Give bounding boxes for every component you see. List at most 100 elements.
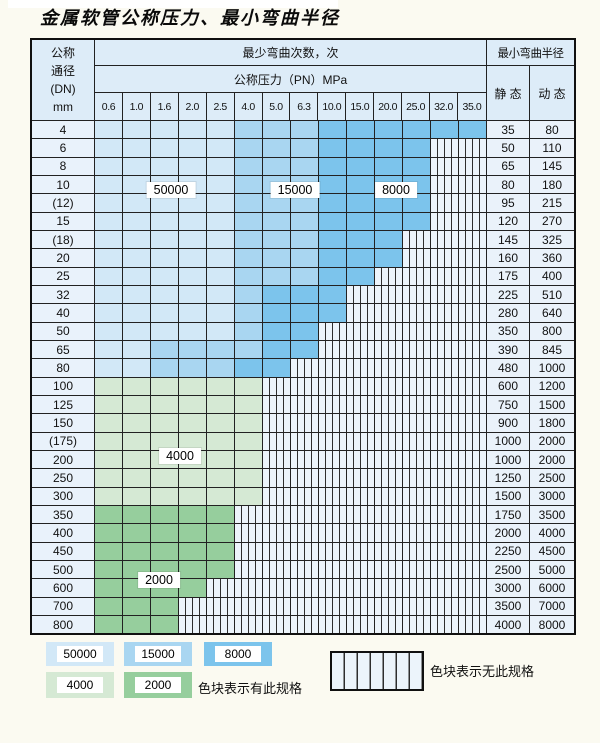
static-radius-value: 390 [487, 340, 530, 359]
table-row: 20 160 360 [32, 248, 574, 267]
pressure-col-header: 32.0 [430, 93, 458, 120]
spec-cell [291, 121, 319, 139]
spec-cell [179, 615, 207, 634]
spec-cell [263, 597, 291, 615]
spec-cell [403, 432, 431, 450]
table-row: 80 480 1000 [32, 358, 574, 377]
table-row: 700 3500 7000 [32, 596, 574, 615]
pressure-col-header: 5.0 [263, 93, 291, 120]
spec-cell [235, 121, 263, 139]
dynamic-radius-value: 180 [530, 175, 574, 194]
static-radius-value: 65 [487, 157, 530, 175]
dynamic-radius-value: 2000 [530, 432, 574, 450]
dynamic-radius-value: 1000 [530, 359, 574, 377]
legend-value: 15000 [135, 646, 181, 662]
dn-label: 50 [32, 322, 95, 340]
spec-cell [123, 377, 151, 395]
spec-cell [263, 524, 291, 542]
spec-cell [123, 450, 151, 469]
spec-cell [459, 542, 487, 560]
table-row: 250 1250 2500 [32, 468, 574, 487]
legend-no-spec-label: 色块表示无此规格 [430, 664, 535, 679]
spec-cell [319, 212, 347, 230]
spec-cell [95, 121, 123, 139]
spec-cell [431, 230, 459, 249]
spec-cell [375, 267, 403, 285]
spec-cell [459, 414, 487, 432]
band-value-label: 2000 [138, 572, 180, 588]
spec-cell [123, 157, 151, 175]
spec-cell [235, 524, 263, 542]
spec-cell [95, 267, 123, 285]
pressure-col-header: 1.6 [151, 93, 179, 120]
spec-cell [403, 304, 431, 322]
legend-stripe-box [330, 651, 424, 691]
spec-cell [319, 524, 347, 542]
spec-cell [263, 285, 291, 304]
dn-label: 800 [32, 615, 95, 634]
table-row: 300 1500 3000 [32, 486, 574, 505]
spec-cell [459, 560, 487, 579]
dynamic-radius-value: 2500 [530, 469, 574, 487]
spec-cell [291, 249, 319, 267]
spec-cell [263, 249, 291, 267]
table-row: (18) 145 325 [32, 229, 574, 249]
spec-cell [291, 395, 319, 414]
spec-cell [123, 505, 151, 524]
spec-cell [123, 322, 151, 340]
legend-box-15000: 15000 [124, 642, 192, 666]
table-row: 8 65 145 [32, 156, 574, 175]
spec-cell [151, 414, 179, 432]
spec-cell [207, 322, 235, 340]
legend-has-spec-label: 色块表示有此规格 [198, 681, 303, 696]
spec-cell [151, 212, 179, 230]
spec-cell [319, 157, 347, 175]
spec-cell [375, 157, 403, 175]
spec-cell [403, 377, 431, 395]
band-value-label: 15000 [270, 182, 320, 198]
spec-cell [151, 377, 179, 395]
spec-cell [459, 212, 487, 230]
spec-cell [431, 157, 459, 175]
dn-label: 8 [32, 157, 95, 175]
spec-cell [151, 285, 179, 304]
spec-cell [151, 615, 179, 634]
spec-cell [123, 395, 151, 414]
spec-cell [431, 579, 459, 597]
spec-cell [179, 285, 207, 304]
spec-cell [263, 377, 291, 395]
spec-cell [403, 414, 431, 432]
spec-cell [207, 340, 235, 359]
spec-cell [179, 230, 207, 249]
spec-cell [431, 450, 459, 469]
spec-cell [319, 304, 347, 322]
static-radius-value: 2000 [487, 524, 530, 542]
band-value-label: 50000 [146, 182, 196, 198]
spec-cell [179, 359, 207, 377]
spec-cell [207, 359, 235, 377]
spec-cell [179, 432, 207, 450]
dynamic-radius-value: 640 [530, 304, 574, 322]
static-radius-value: 1000 [487, 432, 530, 450]
spec-cell [375, 615, 403, 634]
band-value-label: 8000 [375, 182, 417, 198]
spec-cell [179, 597, 207, 615]
spec-cell [291, 487, 319, 505]
spec-cell [403, 139, 431, 157]
spec-cell [123, 285, 151, 304]
spec-cell [179, 267, 207, 285]
page-title: 金属软管公称压力、最小弯曲半径 [40, 8, 340, 29]
spec-cell [151, 469, 179, 487]
spec-cell [263, 139, 291, 157]
dn-label: 125 [32, 395, 95, 414]
spec-cell [403, 340, 431, 359]
spec-cell [95, 285, 123, 304]
dn-label: (175) [32, 432, 95, 450]
legend-value: 8000 [215, 646, 261, 662]
spec-cell [207, 579, 235, 597]
spec-cell [151, 157, 179, 175]
spec-cell [207, 615, 235, 634]
spec-cell [235, 414, 263, 432]
spec-cell [291, 139, 319, 157]
spec-cell [319, 597, 347, 615]
